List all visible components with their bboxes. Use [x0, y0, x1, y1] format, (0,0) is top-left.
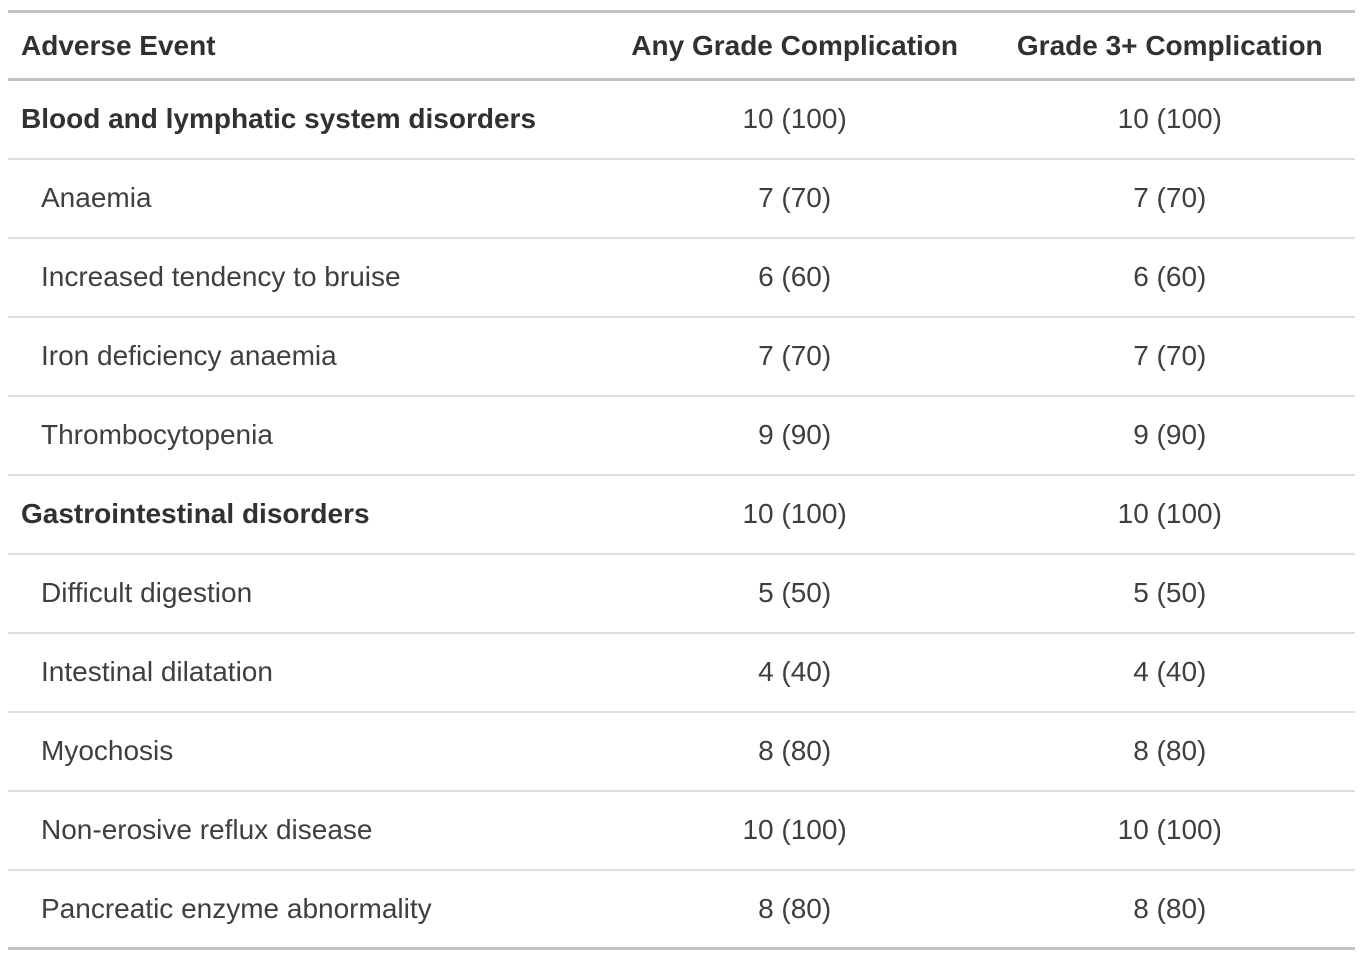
any-grade-value: 6 (60) — [604, 237, 985, 318]
grade3plus-value: 6 (60) — [984, 237, 1355, 318]
row-label: Gastrointestinal disorders — [8, 474, 605, 555]
any-grade-value: 8 (80) — [604, 711, 985, 792]
row-label: Blood and lymphatic system disorders — [8, 79, 605, 160]
grade3plus-value: 4 (40) — [984, 632, 1355, 713]
any-grade-value: 10 (100) — [604, 790, 985, 871]
table-body: Blood and lymphatic system disorders 10 … — [8, 79, 1355, 950]
table-row-increased-tendency-to-bruise: Increased tendency to bruise 6 (60) 6 (6… — [8, 237, 1355, 318]
table-row-difficult-digestion: Difficult digestion 5 (50) 5 (50) — [8, 553, 1355, 634]
any-grade-value: 7 (70) — [604, 158, 985, 239]
any-grade-value: 4 (40) — [604, 632, 985, 713]
grade3plus-value: 10 (100) — [984, 79, 1355, 160]
any-grade-value: 8 (80) — [604, 869, 985, 950]
row-label: Pancreatic enzyme abnormality — [8, 869, 605, 950]
grade3plus-value: 10 (100) — [984, 474, 1355, 555]
column-header-grade-3plus-complication: Grade 3+ Complication — [984, 11, 1355, 81]
grade3plus-value: 9 (90) — [984, 395, 1355, 476]
grade3plus-value: 10 (100) — [984, 790, 1355, 871]
table-row-myochosis: Myochosis 8 (80) 8 (80) — [8, 711, 1355, 792]
any-grade-value: 7 (70) — [604, 316, 985, 397]
column-header-any-grade-complication: Any Grade Complication — [604, 11, 985, 81]
table-header: Adverse Event Any Grade Complication Gra… — [8, 11, 1355, 81]
table-row-group-blood-and-lymphatic: Blood and lymphatic system disorders 10 … — [8, 79, 1355, 160]
table-row-group-gastrointestinal: Gastrointestinal disorders 10 (100) 10 (… — [8, 474, 1355, 555]
row-label: Difficult digestion — [8, 553, 605, 634]
row-label: Increased tendency to bruise — [8, 237, 605, 318]
row-label: Thrombocytopenia — [8, 395, 605, 476]
table-row-iron-deficiency-anaemia: Iron deficiency anaemia 7 (70) 7 (70) — [8, 316, 1355, 397]
grade3plus-value: 7 (70) — [984, 158, 1355, 239]
row-label: Iron deficiency anaemia — [8, 316, 605, 397]
any-grade-value: 10 (100) — [604, 474, 985, 555]
table-header-row: Adverse Event Any Grade Complication Gra… — [8, 11, 1355, 81]
any-grade-value: 9 (90) — [604, 395, 985, 476]
table-row-intestinal-dilatation: Intestinal dilatation 4 (40) 4 (40) — [8, 632, 1355, 713]
any-grade-value: 10 (100) — [604, 79, 985, 160]
row-label: Non-erosive reflux disease — [8, 790, 605, 871]
table-row-thrombocytopenia: Thrombocytopenia 9 (90) 9 (90) — [8, 395, 1355, 476]
table-row-pancreatic-enzyme-abnormality: Pancreatic enzyme abnormality 8 (80) 8 (… — [8, 869, 1355, 950]
table-row-non-erosive-reflux-disease: Non-erosive reflux disease 10 (100) 10 (… — [8, 790, 1355, 871]
column-header-adverse-event: Adverse Event — [8, 11, 605, 81]
grade3plus-value: 7 (70) — [984, 316, 1355, 397]
row-label: Myochosis — [8, 711, 605, 792]
any-grade-value: 5 (50) — [604, 553, 985, 634]
grade3plus-value: 8 (80) — [984, 711, 1355, 792]
adverse-events-table: Adverse Event Any Grade Complication Gra… — [8, 10, 1355, 950]
grade3plus-value: 8 (80) — [984, 869, 1355, 950]
row-label: Intestinal dilatation — [8, 632, 605, 713]
row-label: Anaemia — [8, 158, 605, 239]
table-row-anaemia: Anaemia 7 (70) 7 (70) — [8, 158, 1355, 239]
grade3plus-value: 5 (50) — [984, 553, 1355, 634]
